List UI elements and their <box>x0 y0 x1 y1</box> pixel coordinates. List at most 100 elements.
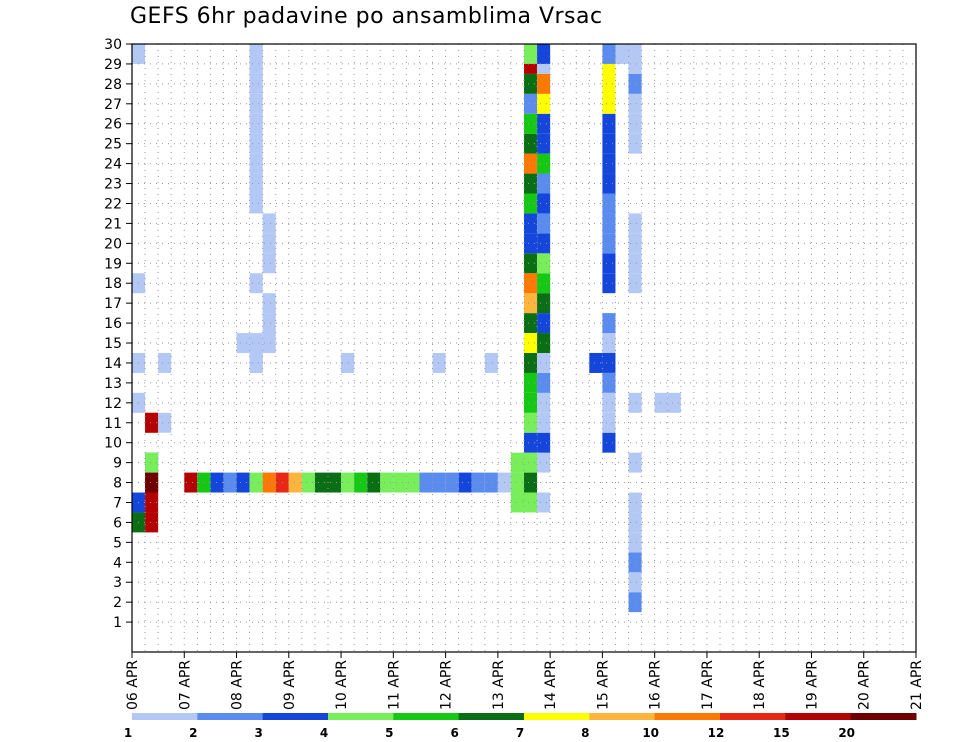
x-axis: 06 APR 07 APR 08 APR 09 APR 10 APR 11 APR 12 A… <box>125 652 925 710</box>
heatmap-cell <box>537 113 551 134</box>
legend-swatch <box>458 713 525 720</box>
heatmap-cell <box>249 113 263 134</box>
x-tick-label: 17 APR <box>700 660 716 710</box>
y-tick-label: 27 <box>104 97 122 113</box>
y-tick-label: 3 <box>113 575 122 591</box>
heatmap-cell <box>628 73 642 94</box>
heatmap-cell <box>158 412 172 433</box>
heatmap-cell <box>537 253 551 274</box>
x-tick-label: 20 APR <box>857 660 873 710</box>
x-tick-label: 07 APR <box>177 660 193 710</box>
heatmap-cell <box>158 352 172 373</box>
legend-label: 3 <box>254 726 262 740</box>
heatmap-cell <box>628 572 642 593</box>
heatmap-cell <box>628 532 642 553</box>
heatmap-cell <box>524 472 538 493</box>
heatmap-cell <box>524 133 538 154</box>
heatmap-cell <box>145 472 159 493</box>
heatmap-cell <box>537 432 551 453</box>
y-tick-label: 15 <box>104 336 122 352</box>
x-tick-label: 09 APR <box>282 660 298 710</box>
legend-label: 10 <box>642 726 659 740</box>
heatmap-cell <box>249 153 263 174</box>
heatmap-cell <box>628 113 642 134</box>
heatmap-cell <box>628 44 642 64</box>
x-tick-label: 10 APR <box>334 660 350 710</box>
heatmap-cell <box>524 452 538 473</box>
y-tick-label: 17 <box>104 296 122 312</box>
heatmap-cell <box>145 512 159 533</box>
heatmap-cell <box>628 592 642 613</box>
legend-label: 6 <box>450 726 458 740</box>
heatmap-cell <box>537 153 551 174</box>
heatmap-cell <box>524 113 538 134</box>
legend-label: 5 <box>385 726 393 740</box>
x-tick-label: 16 APR <box>648 660 664 710</box>
heatmap-cell <box>589 352 603 373</box>
y-tick-label: 16 <box>104 316 122 332</box>
heatmap-cell <box>602 273 616 294</box>
heatmap-cell <box>249 93 263 114</box>
heatmap-cell <box>406 472 420 493</box>
x-tick-label: 12 APR <box>439 660 455 710</box>
heatmap-cell <box>262 333 276 353</box>
heatmap-cell <box>249 472 263 493</box>
heatmap-cell <box>628 392 642 413</box>
y-tick-label: 9 <box>113 456 122 472</box>
legend-label: 4 <box>320 726 328 740</box>
heatmap-cell <box>510 452 524 473</box>
heatmap-cell <box>524 372 538 393</box>
heatmap-cell <box>524 233 538 254</box>
heatmap-cell <box>628 233 642 254</box>
heatmap-cell <box>145 452 159 473</box>
heatmap-cell <box>524 412 538 433</box>
heatmap-cell <box>537 44 551 64</box>
heatmap-cell <box>654 392 668 413</box>
heatmap-cell <box>628 512 642 533</box>
heatmap-cell <box>667 392 681 413</box>
heatmap-cell <box>393 472 407 493</box>
y-tick-label: 18 <box>104 276 122 292</box>
heatmap-cell <box>628 552 642 573</box>
heatmap-cell <box>602 253 616 274</box>
heatmap-cell <box>628 133 642 154</box>
heatmap-cell <box>537 313 551 334</box>
heatmap-cell <box>628 213 642 234</box>
heatmap-cell <box>602 44 616 64</box>
heatmap-cell <box>537 333 551 353</box>
heatmap-cell <box>537 293 551 314</box>
legend-swatch <box>589 713 656 720</box>
x-tick-label: 21 APR <box>909 660 925 710</box>
x-tick-label: 15 APR <box>595 660 611 710</box>
heatmap-cell <box>484 352 498 373</box>
heatmap-cell <box>249 133 263 154</box>
heatmap-cell <box>445 472 459 493</box>
legend-swatch <box>850 713 917 720</box>
heatmap-cell <box>458 472 472 493</box>
legend-swatch <box>262 713 329 720</box>
heatmap-cell <box>524 93 538 114</box>
heatmap-cell <box>602 193 616 214</box>
heatmap-cell <box>524 253 538 274</box>
heatmap-cell <box>524 293 538 314</box>
legend-label: 12 <box>708 726 725 740</box>
heatmap-cell <box>380 472 394 493</box>
heatmap-cell <box>628 273 642 294</box>
heatmap-cell <box>249 44 263 64</box>
heatmap-cell <box>602 372 616 393</box>
x-tick-label: 14 APR <box>543 660 559 710</box>
heatmap-cell <box>367 472 381 493</box>
heatmap-cell <box>314 472 328 493</box>
y-tick-label: 4 <box>113 555 122 571</box>
y-tick-label: 28 <box>104 77 122 93</box>
heatmap-cell <box>510 472 524 493</box>
x-tick-label: 18 APR <box>752 660 768 710</box>
heatmap-cell <box>432 352 446 373</box>
heatmap-cell <box>602 432 616 453</box>
heatmap-cell <box>524 352 538 373</box>
y-tick-label: 23 <box>104 177 122 193</box>
heatmap-cell <box>537 73 551 94</box>
y-tick-label: 25 <box>104 137 122 153</box>
legend-swatch <box>785 713 852 720</box>
heatmap-cell <box>197 472 211 493</box>
